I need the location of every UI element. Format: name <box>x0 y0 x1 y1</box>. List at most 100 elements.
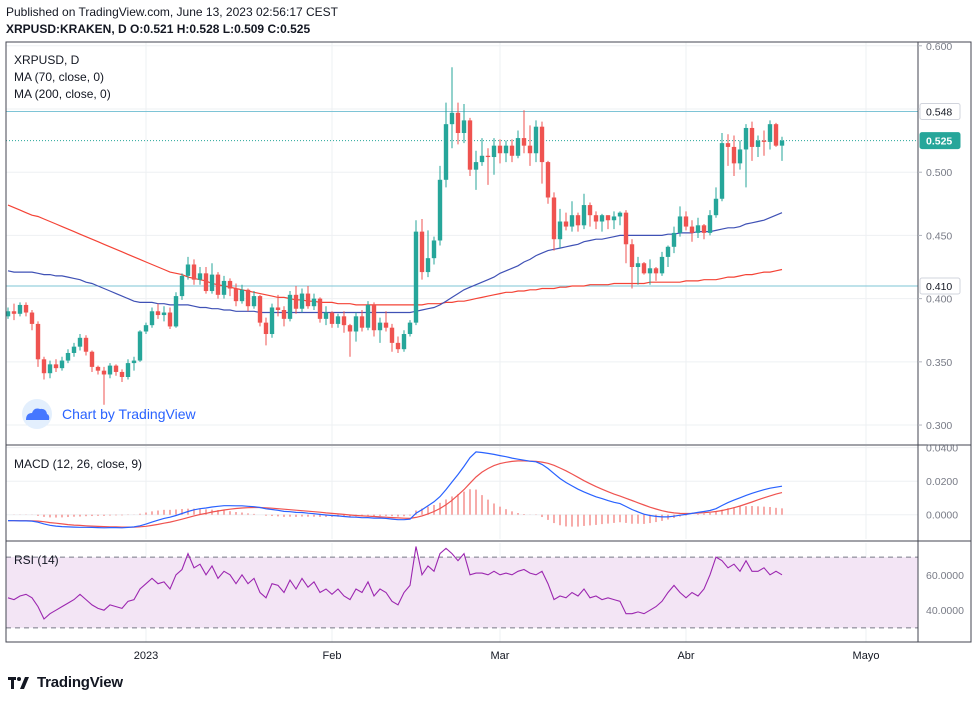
candle[interactable] <box>629 239 635 289</box>
candle[interactable] <box>737 140 743 170</box>
candle[interactable] <box>149 307 155 328</box>
candle[interactable] <box>665 245 671 268</box>
candle[interactable] <box>143 322 149 335</box>
candle[interactable] <box>755 135 761 158</box>
candle[interactable] <box>257 294 263 327</box>
candle[interactable] <box>689 220 695 242</box>
candle[interactable] <box>497 139 503 164</box>
candle[interactable] <box>455 102 461 145</box>
candle[interactable] <box>539 121 545 184</box>
candle[interactable] <box>731 135 737 176</box>
candle[interactable] <box>65 349 71 364</box>
candle[interactable] <box>485 148 491 185</box>
candle[interactable] <box>401 330 407 352</box>
candle[interactable] <box>113 364 119 376</box>
candle[interactable] <box>551 192 557 251</box>
candle[interactable] <box>587 202 593 227</box>
candle[interactable] <box>335 313 341 328</box>
candle[interactable] <box>161 306 167 322</box>
candle[interactable] <box>173 292 179 328</box>
candle[interactable] <box>743 124 749 188</box>
candle[interactable] <box>389 323 395 352</box>
candle[interactable] <box>605 215 611 230</box>
candle[interactable] <box>659 251 665 276</box>
candle[interactable] <box>701 224 707 240</box>
candle[interactable] <box>353 312 359 342</box>
candle[interactable] <box>557 208 563 249</box>
candle[interactable] <box>203 267 209 294</box>
candle[interactable] <box>479 138 485 166</box>
candle[interactable] <box>671 226 677 254</box>
candle[interactable] <box>23 302 29 317</box>
candle[interactable] <box>779 136 785 161</box>
candle[interactable] <box>5 307 11 319</box>
candle[interactable] <box>167 307 173 329</box>
candle[interactable] <box>365 301 371 331</box>
candle[interactable] <box>239 284 245 304</box>
candle[interactable] <box>563 212 569 231</box>
candle[interactable] <box>611 211 617 230</box>
candle[interactable] <box>695 217 701 238</box>
candle[interactable] <box>635 256 641 285</box>
candle[interactable] <box>197 267 203 285</box>
candle[interactable] <box>263 317 269 346</box>
candle[interactable] <box>269 303 275 338</box>
candle[interactable] <box>767 120 773 150</box>
candles[interactable] <box>5 67 785 405</box>
candle[interactable] <box>473 150 479 190</box>
candle[interactable] <box>293 285 299 314</box>
candle[interactable] <box>491 138 497 175</box>
candle[interactable] <box>425 230 431 278</box>
candle[interactable] <box>323 306 329 326</box>
candle[interactable] <box>437 165 443 246</box>
candle[interactable] <box>251 291 257 309</box>
candle[interactable] <box>245 288 251 312</box>
candle[interactable] <box>431 236 437 265</box>
candle[interactable] <box>569 201 575 232</box>
candle[interactable] <box>575 212 581 232</box>
candle[interactable] <box>347 323 353 357</box>
candle[interactable] <box>449 67 455 149</box>
candle[interactable] <box>83 335 89 356</box>
candle[interactable] <box>707 210 713 236</box>
candle[interactable] <box>71 342 77 357</box>
candle[interactable] <box>377 317 383 343</box>
candle[interactable] <box>407 320 413 337</box>
candle[interactable] <box>215 272 221 299</box>
candle[interactable] <box>395 336 401 353</box>
candle[interactable] <box>95 365 101 375</box>
candle[interactable] <box>329 311 335 328</box>
candle[interactable] <box>509 139 515 163</box>
candle[interactable] <box>713 187 719 218</box>
candle[interactable] <box>29 310 35 331</box>
candle[interactable] <box>107 363 113 379</box>
candle[interactable] <box>317 297 323 323</box>
candle[interactable] <box>305 285 311 309</box>
candle[interactable] <box>749 121 755 161</box>
candle[interactable] <box>233 283 239 307</box>
candle[interactable] <box>35 321 41 367</box>
watermark[interactable]: Chart by TradingView <box>22 399 196 429</box>
candle[interactable] <box>191 259 197 285</box>
candle[interactable] <box>341 311 347 333</box>
candle[interactable] <box>155 303 161 319</box>
candle[interactable] <box>101 366 107 405</box>
candle[interactable] <box>221 275 227 299</box>
candle[interactable] <box>59 356 65 371</box>
candle[interactable] <box>287 291 293 322</box>
candle[interactable] <box>467 117 473 176</box>
chart-canvas[interactable]: 2023FebMarAbrMayoJunJul0.6000.5500.5000.… <box>0 0 978 672</box>
candle[interactable] <box>443 102 449 188</box>
candle[interactable] <box>599 213 605 232</box>
candle[interactable] <box>11 303 17 321</box>
candle[interactable] <box>371 302 377 337</box>
candle[interactable] <box>413 220 419 326</box>
candle[interactable] <box>185 256 191 280</box>
candle[interactable] <box>131 356 137 371</box>
candle[interactable] <box>677 206 683 237</box>
candle[interactable] <box>683 211 689 231</box>
candle[interactable] <box>623 210 629 264</box>
candle[interactable] <box>581 193 587 230</box>
watermark-text[interactable]: Chart by TradingView <box>62 406 196 422</box>
candle[interactable] <box>41 356 47 380</box>
